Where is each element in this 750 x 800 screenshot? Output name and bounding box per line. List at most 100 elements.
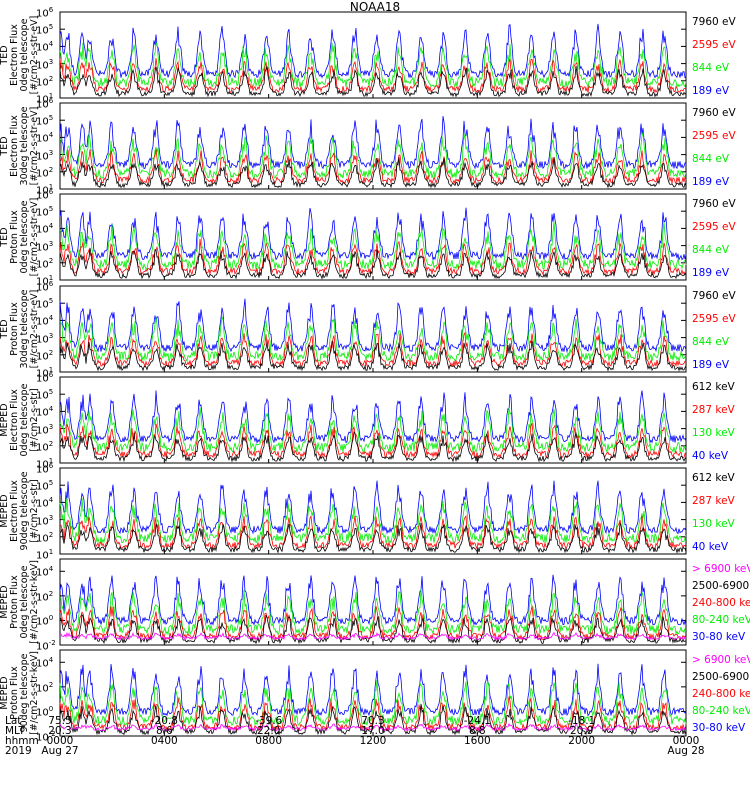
panel-4-legend-entry: 844 eV (692, 336, 730, 348)
panel-6-ytick-label: 104 (36, 496, 54, 510)
panel-7-series-30-80-kev (59, 574, 687, 627)
panel-1-ylabel: TED Electron Flux 0deg telescope [#/cm2-s-s… (0, 15, 40, 95)
panel-4-ylabel: TED Proton Flux 30deg telescope [#/cm2-s-st… (0, 289, 40, 369)
panel-7-ytick-label: 104 (36, 565, 54, 579)
panel-5-legend-entry: 40 keV (692, 450, 729, 462)
panel-1-legend-entry: 2595 eV (692, 39, 736, 51)
panel-1-series-7960-ev (59, 65, 687, 98)
panel-8-ytick-label: 102 (36, 680, 54, 695)
panel-5-ytick-label: 104 (36, 405, 54, 419)
panel-5-ytick-label: 102 (36, 439, 54, 454)
panel-4-series-2595-ev (59, 331, 687, 368)
panel-6-ytick-label: 102 (36, 530, 54, 545)
bottom-tick-mlt: 20.3 (48, 725, 72, 737)
panel-8-legend-entry: 2500-6900 (692, 671, 750, 683)
panel-3-series-2595-ev (59, 238, 687, 276)
bottom-tick-mlt: 17.0 (361, 725, 385, 737)
panel-1-ytick-label: 106 (36, 6, 54, 20)
panel-2-legend-entry: 844 eV (692, 153, 730, 165)
panel-4-legend-entry: 189 eV (692, 359, 730, 371)
panel-3-series-7960-ev (59, 247, 687, 280)
panel-2-ytick-label: 106 (36, 97, 54, 111)
panel-2-legend-entry: 189 eV (692, 176, 730, 188)
panel-3-legend-entry: 2595 eV (692, 221, 736, 233)
panel-6-ytick-label: 105 (36, 479, 54, 493)
panel-2-legend-entry: 2595 eV (692, 130, 736, 142)
panel-5-series-40-kev (59, 390, 687, 445)
panel-4-series-7960-ev (59, 340, 687, 372)
panel-5-series-130-kev (59, 407, 687, 454)
panel-1-legend-entry: 7960 eV (692, 16, 736, 28)
panel-4-ytick-label: 106 (36, 280, 54, 294)
panel-2-series-844-ev (59, 132, 687, 180)
panel-3-ylabel: TED Proton Flux 0deg telescope [#/cm2-s-str… (0, 197, 40, 277)
panel-8-legend-entry: 30-80 keV (692, 722, 746, 734)
panel-2-ytick-label: 105 (36, 114, 54, 128)
panel-6-ytick-label: 106 (36, 462, 54, 476)
panel-5-legend-entry: 612 keV (692, 381, 735, 393)
panel-1-ytick-label: 102 (36, 74, 54, 89)
panel-7-ytick-label: 100 (36, 614, 54, 628)
panel-8-series--6900-kev (59, 722, 687, 732)
panel-8-series-80-240-kev (59, 680, 687, 727)
bottom-tick-lat: 70.3 (361, 715, 385, 727)
panel-3-legend-entry: 844 eV (692, 244, 730, 256)
panel-1-series-2595-ev (59, 58, 687, 94)
panel-8-legend-entry: > 6900 keV (692, 654, 750, 666)
panel-2-series-2595-ev (59, 149, 687, 185)
panel-8-ytick-label: 10-2 (36, 730, 56, 744)
panel-3-ytick-label: 102 (36, 256, 54, 271)
panel-7-ylabel: MEPED Proton Flux 0deg telescope [#/cm2-s-s… (0, 560, 40, 644)
panel-5-ytick-label: 106 (36, 371, 54, 385)
panel-1-series-189-ev (59, 23, 686, 79)
panel-1-legend-entry: 189 eV (692, 85, 730, 97)
panel-6-legend-entry: 612 keV (692, 472, 735, 484)
panel-4-ytick-label: 102 (36, 348, 54, 363)
panel-5-legend-entry: 287 keV (692, 404, 735, 416)
panel-6-series-130-kev (59, 497, 687, 545)
panel-3-series-844-ev (59, 221, 687, 271)
bottom-tick-hhmm: 1600 (463, 735, 491, 747)
panel-2-ylabel: TED Electron Flux 30deg telescope [#/cm2-s-… (0, 106, 40, 186)
panel-4-legend-entry: 2595 eV (692, 313, 736, 325)
panel-7-series-240-800-kev (59, 606, 687, 641)
panel-6-series-612-kev (59, 522, 687, 554)
bottom-tick-hhmm: 2000 (568, 735, 596, 747)
panel-5-ylabel: MEPED Electron Flux 0deg telescope [#/cm2-s… (0, 383, 40, 457)
bottom-tick-date: Aug 28 (667, 745, 705, 757)
panel-7-legend-entry: 80-240 keV (692, 614, 750, 626)
chart-title: NOAA18 (349, 0, 401, 14)
panel-3-ytick-label: 103 (36, 239, 54, 253)
panel-3-ytick-label: 104 (36, 222, 54, 236)
panel-2-ytick-label: 103 (36, 148, 54, 162)
panel-1-series-844-ev (59, 41, 687, 89)
bottom-tick-mlt: 8.6 (155, 725, 173, 737)
bottom-tick-mlt: 8.8 (468, 725, 486, 737)
panel-6-ytick-label: 101 (36, 548, 54, 562)
panel-1-ytick-label: 105 (36, 23, 54, 37)
bottom-tick-lat: -20.8 (150, 715, 178, 727)
bottom-tick-mlt: 20.9 (569, 725, 594, 737)
panel-7-ytick-label: 102 (36, 589, 54, 604)
bottom-tick-lat: -18.1 (568, 715, 596, 727)
panel-8-series-30-80-kev (59, 663, 687, 717)
panel-4-ytick-label: 105 (36, 297, 54, 311)
bottom-tick-hhmm: 1200 (359, 735, 387, 747)
panel-8-ytick-label: 100 (36, 705, 54, 719)
panel-8-legend-entry: 240-800 keV (692, 688, 750, 700)
panel-3-ytick-label: 106 (36, 188, 54, 202)
panel-7-legend-entry: 240-800 keV (692, 597, 750, 609)
panel-5-ytick-label: 103 (36, 422, 54, 436)
panel-3-legend-entry: 7960 eV (692, 198, 736, 210)
panel-6-series-40-kev (59, 480, 687, 535)
bottom-tick-lat: 75.5 (48, 715, 72, 727)
panel-7-ytick-label: 10-2 (36, 639, 56, 653)
panel-6-legend-entry: 130 keV (692, 518, 735, 530)
panel-2-ytick-label: 104 (36, 131, 54, 145)
panel-1-ytick-label: 103 (36, 57, 54, 71)
panel-6-ytick-label: 103 (36, 513, 54, 527)
panel-6-series-287-kev (59, 514, 687, 550)
panel-4-legend-entry: 7960 eV (692, 290, 736, 302)
bottom-tick-lat: -39.6 (255, 715, 283, 727)
